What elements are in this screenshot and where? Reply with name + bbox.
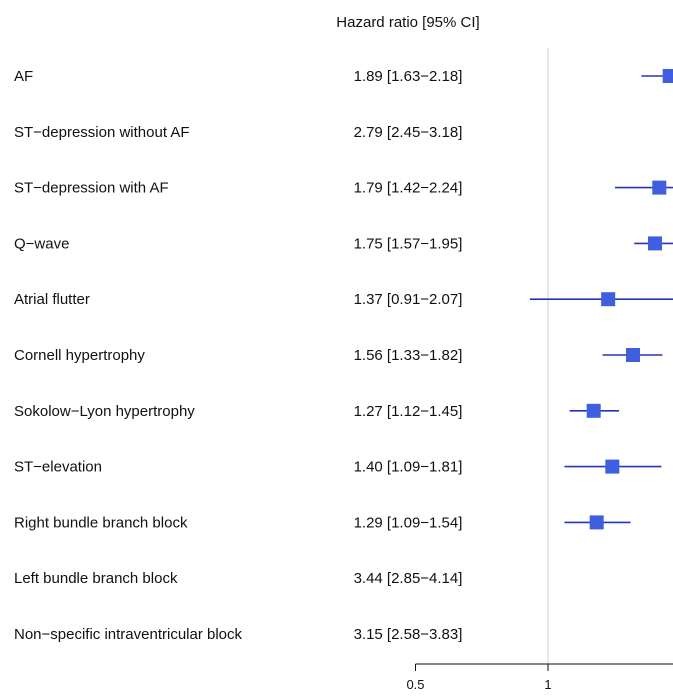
row-estimate-text: 3.44 [2.85−4.14] xyxy=(354,570,463,587)
x-tick-label: 0.5 xyxy=(406,677,424,692)
hr-marker xyxy=(647,236,662,251)
row-label: ST−elevation xyxy=(14,459,102,476)
row-estimate-text: 1.79 [1.42−2.24] xyxy=(354,180,463,197)
hr-marker xyxy=(605,459,620,474)
column-header: Hazard ratio [95% CI] xyxy=(336,14,479,31)
row-label: Atrial flutter xyxy=(14,291,90,308)
x-tick-label: 1 xyxy=(544,677,551,692)
hr-marker xyxy=(662,69,673,83)
row-estimate-text: 1.40 [1.09−1.81] xyxy=(354,459,463,476)
row-label: Cornell hypertrophy xyxy=(14,347,145,364)
row-estimate-text: 2.79 [2.45−3.18] xyxy=(354,124,463,141)
forest-row: Sokolow−Lyon hypertrophy 1.27 [1.12−1.45] xyxy=(14,403,620,420)
hr-marker xyxy=(586,403,601,418)
forest-row: ST−depression with AF 1.79 [1.42−2.24] xyxy=(14,180,673,197)
forest-row: ST−elevation 1.40 [1.09−1.81] xyxy=(14,459,662,476)
forest-row: Right bundle branch block 1.29 [1.09−1.54… xyxy=(14,514,631,531)
row-estimate-text: 3.15 [2.58−3.83] xyxy=(354,626,463,643)
row-estimate-text: 1.27 [1.12−1.45] xyxy=(354,403,463,420)
hr-marker xyxy=(601,292,616,307)
forest-row: Cornell hypertrophy 1.56 [1.33−1.82] xyxy=(14,347,663,364)
row-label: Right bundle branch block xyxy=(14,514,188,531)
forest-row: Non−specific intraventricular block 3.15 … xyxy=(14,626,463,643)
row-label: Sokolow−Lyon hypertrophy xyxy=(14,403,195,420)
row-estimate-text: 1.75 [1.57−1.95] xyxy=(354,235,463,252)
row-estimate-text: 1.29 [1.09−1.54] xyxy=(354,514,463,531)
row-estimate-text: 1.37 [0.91−2.07] xyxy=(354,291,463,308)
row-label: Q−wave xyxy=(14,235,69,252)
row-label: ST−depression without AF xyxy=(14,124,190,141)
forest-row: Left bundle branch block 3.44 [2.85−4.14] xyxy=(14,570,463,587)
row-label: Non−specific intraventricular block xyxy=(14,626,243,643)
forest-rows: AF 1.89 [1.63−2.18] ST−depression without … xyxy=(14,48,673,664)
forest-row: AF 1.89 [1.63−2.18] xyxy=(14,68,673,85)
hr-marker xyxy=(589,515,604,530)
forest-row: Atrial flutter 1.37 [0.91−2.07] xyxy=(14,291,673,308)
row-estimate-text: 1.56 [1.33−1.82] xyxy=(354,347,463,364)
row-label: ST−depression with AF xyxy=(14,180,169,197)
hr-marker xyxy=(626,348,641,362)
x-axis: 0.51234 xyxy=(406,663,673,692)
forest-row: Q−wave 1.75 [1.57−1.95] xyxy=(14,235,673,252)
row-estimate-text: 1.89 [1.63−2.18] xyxy=(354,68,463,85)
row-label: AF xyxy=(14,68,33,85)
hr-marker xyxy=(652,180,667,195)
forest-row: ST−depression without AF 2.79 [2.45−3.18] xyxy=(14,124,463,141)
row-label: Left bundle branch block xyxy=(14,570,178,587)
